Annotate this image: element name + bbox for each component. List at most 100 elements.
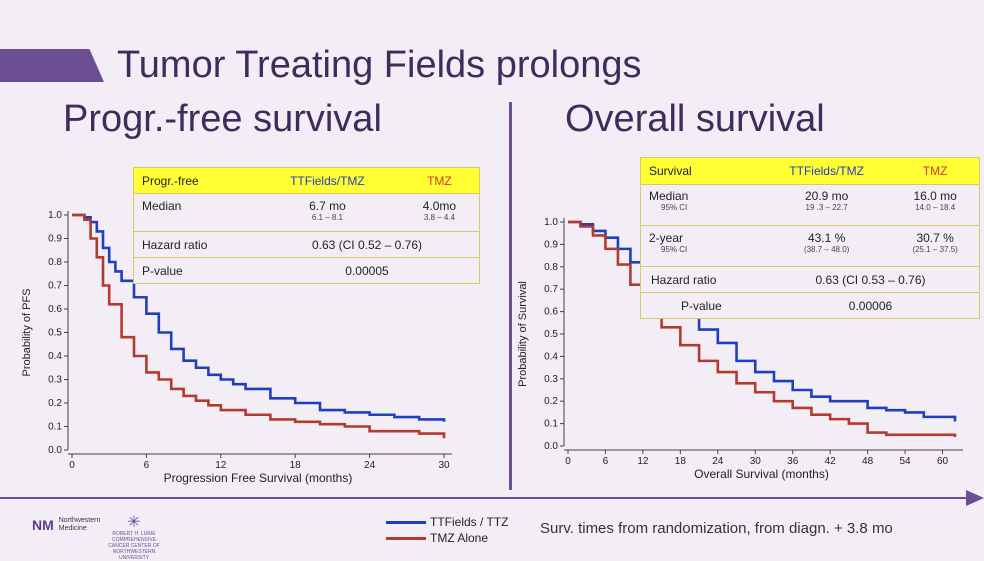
os-ytick-label: 0.5 — [544, 329, 558, 340]
os-2year-tmz: 30.7 % (25.1 – 37.5) — [891, 225, 980, 267]
os-2year-label: 2-year — [649, 231, 684, 245]
os-table-header-ttf: TTFields/TMZ — [762, 157, 892, 185]
os-xtick-label: 18 — [675, 456, 687, 467]
pfs-chart: 0.0 0.1 0.2 0.3 0.4 0.5 0.6 0.7 0.8 0.9 1.0 0 6 12 18 2… — [21, 210, 452, 485]
os-xtick-label: 48 — [862, 456, 874, 467]
bottom-rule — [0, 497, 970, 499]
pfs-median-ttf-value: 6.7 mo — [309, 199, 346, 213]
pfs-median-tmz: 4.0mo 3.8 – 4.4 — [399, 193, 480, 232]
pfs-xtick-label: 24 — [364, 460, 376, 471]
os-xtick-label: 30 — [750, 456, 762, 467]
os-median-ttf-ci: 19 .3 – 22.7 — [805, 203, 848, 212]
pfs-hazard-label: Hazard ratio — [133, 231, 255, 258]
arrow-right-icon — [966, 490, 984, 506]
os-ytick-label: 0.3 — [544, 374, 558, 385]
pfs-ytick-label: 0.2 — [48, 398, 62, 409]
os-hazard-label: Hazard ratio — [640, 266, 762, 293]
pfs-xtick-label: 0 — [69, 460, 75, 471]
legend-label-tmz: TMZ Alone — [430, 531, 489, 545]
pfs-series-line-0 — [72, 213, 446, 422]
os-median-ttf: 20.9 mo 19 .3 – 22.7 — [762, 184, 892, 226]
pfs-ytick-label: 0.4 — [48, 351, 62, 362]
os-heading: Overall survival — [565, 98, 825, 140]
pfs-ytick-label: 0.7 — [48, 281, 62, 292]
os-2year-ttf-ci: (38.7 – 48.0) — [803, 245, 850, 254]
pfs-median-ttf-ci: 6.1 – 8.1 — [311, 213, 343, 222]
pfs-pvalue-label: P-value — [133, 257, 255, 284]
os-xtick-label: 60 — [937, 456, 949, 467]
os-xtick-label: 12 — [637, 456, 649, 467]
os-table-header-tmz: TMZ — [891, 157, 980, 185]
pfs-ytick-label: 0.6 — [48, 304, 62, 315]
os-2year-ttf-value: 43.1 % — [807, 231, 846, 245]
os-ytick-label: 0.0 — [544, 441, 558, 452]
pfs-table-header-tmz: TMZ — [399, 167, 480, 194]
logo-line-1: Northwestern — [58, 517, 101, 524]
os-median-tmz-ci: 14.0 – 18.4 — [915, 203, 956, 212]
os-ytick-label: 0.9 — [544, 239, 558, 250]
os-xtick-label: 0 — [565, 456, 571, 467]
pfs-ytick-label: 0.8 — [48, 257, 62, 268]
os-median-tmz: 16.0 mo 14.0 – 18.4 — [891, 184, 980, 226]
os-series-line-1 — [568, 220, 957, 438]
os-series-line-0 — [568, 220, 957, 422]
os-2year-tmz-value: 30.7 % — [916, 231, 954, 245]
os-ytick-label: 0.4 — [544, 351, 558, 362]
os-xtick-label: 36 — [787, 456, 799, 467]
os-ytick-label: 1.0 — [544, 217, 558, 228]
legend-swatch-tmz — [386, 536, 426, 540]
os-median-tmz-value: 16.0 mo — [913, 189, 957, 203]
panel-divider — [509, 102, 512, 490]
pfs-median-label: Median — [133, 193, 255, 232]
pfs-heading: Progr.-free survival — [63, 98, 382, 140]
os-ytick-label: 0.7 — [544, 284, 558, 295]
os-median-cell: Median 95% CI — [640, 184, 762, 226]
pfs-ytick-label: 0.1 — [48, 422, 62, 433]
os-ytick-label: 0.2 — [544, 396, 558, 407]
pfs-ytick-label: 0.5 — [48, 328, 62, 339]
os-median-sub: 95% CI — [661, 203, 688, 212]
os-2year-ttf: 43.1 % (38.7 – 48.0) — [762, 225, 892, 267]
pfs-median-tmz-ci: 3.8 – 4.4 — [423, 213, 455, 222]
pfs-xtick-label: 18 — [290, 460, 302, 471]
os-2year-tmz-ci: (25.1 – 37.5) — [912, 245, 958, 254]
os-hazard-value: 0.63 (CI 0.53 – 0.76) — [762, 266, 980, 293]
logo-line-2: Medicine — [58, 525, 87, 532]
pfs-x-axis-label: Progression Free Survival (months) — [164, 471, 353, 485]
title-accent-bar — [0, 49, 104, 82]
os-median-label: Median — [649, 189, 689, 203]
pfs-stats-table: Progr.-free TTFields/TMZ TMZ Median 6.7 … — [133, 167, 480, 284]
pfs-pvalue-value: 0.00005 — [255, 257, 480, 284]
pfs-table-header-ttf: TTFields/TMZ — [255, 167, 400, 194]
pfs-y-axis-label: Probability of PFS — [21, 288, 33, 376]
northwestern-medicine-logo: NM Northwestern Medicine — [32, 517, 100, 533]
legend-swatch-ttf — [386, 520, 426, 524]
os-ytick-label: 0.6 — [544, 307, 558, 318]
pfs-median-ttf: 6.7 mo 6.1 – 8.1 — [255, 193, 400, 232]
os-pvalue-value: 0.00006 — [762, 292, 980, 319]
pfs-xtick-label: 12 — [215, 460, 227, 471]
pfs-ytick-label: 0.3 — [48, 375, 62, 386]
legend-label-ttf: TTFields / TTZ — [430, 515, 509, 529]
slide-title: Tumor Treating Fields prolongs — [117, 44, 642, 86]
pfs-ytick-label: 0.9 — [48, 234, 62, 245]
pfs-median-tmz-value: 4.0mo — [422, 199, 457, 213]
os-median-ttf-value: 20.9 mo — [804, 189, 849, 203]
pfs-table-header-label: Progr.-free — [133, 167, 255, 194]
legend-item-ttf: TTFields / TTZ — [386, 514, 508, 530]
lurie-logo-text: ROBERT H. LURIE COMPREHENSIVE CANCER CEN… — [108, 531, 160, 561]
pfs-ytick-label: 0.0 — [48, 445, 62, 456]
os-stats-table: Survival TTFields/TMZ TMZ Median 95% CI … — [640, 157, 980, 319]
lurie-cancer-center-logo: ✳ ROBERT H. LURIE COMPREHENSIVE CANCER C… — [104, 515, 164, 561]
pfs-series-line-1 — [72, 213, 446, 439]
os-ytick-label: 0.1 — [544, 419, 558, 430]
legend-item-tmz: TMZ Alone — [386, 530, 508, 546]
os-y-axis-label: Probability of Survival — [517, 281, 529, 387]
pfs-ytick-label: 1.0 — [48, 210, 62, 221]
nm-mark-icon: NM — [32, 517, 54, 533]
footnote: Surv. times from randomization, from dia… — [540, 520, 893, 537]
os-2year-sub: 95% CI — [661, 245, 688, 254]
os-xtick-label: 24 — [712, 456, 724, 467]
os-table-header-label: Survival — [640, 157, 762, 185]
